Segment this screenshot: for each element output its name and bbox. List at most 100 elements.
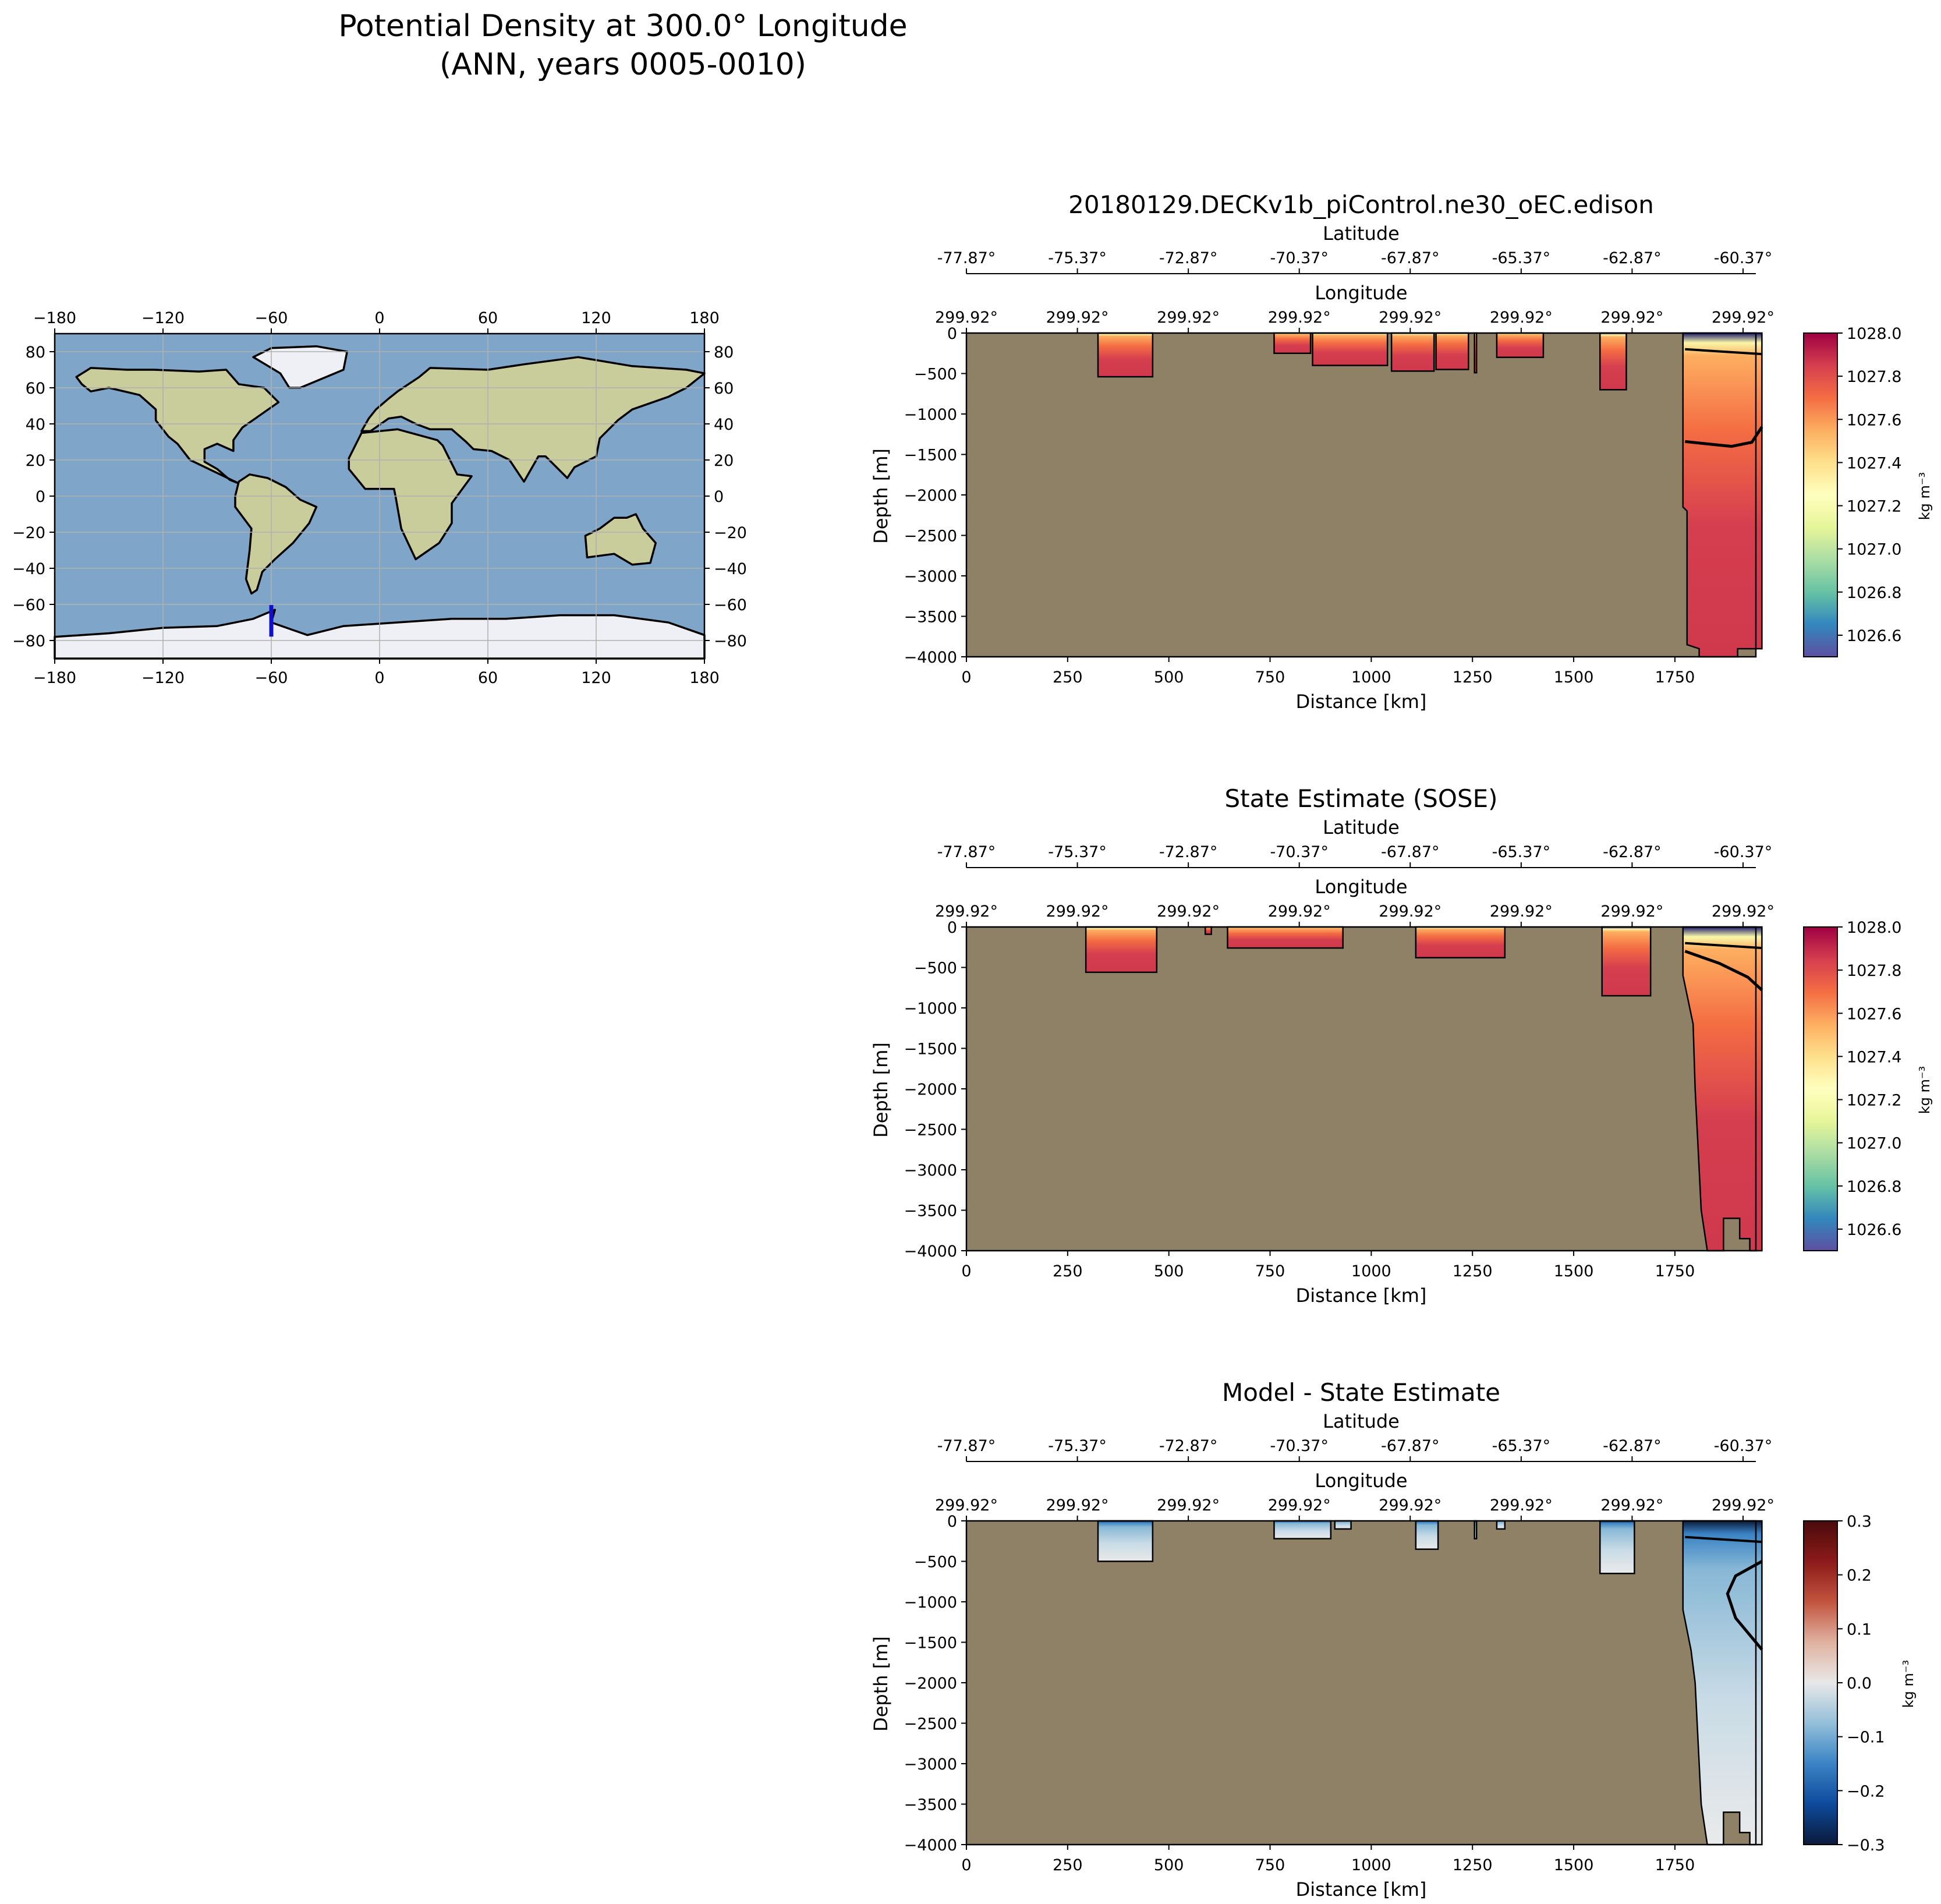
y-tick-label: 0 (947, 325, 957, 343)
map-bottom-tick: 0 (374, 669, 384, 687)
australia (584, 513, 657, 566)
map-right-tick: −40 (714, 560, 747, 578)
x-tick-label: 0 (961, 1262, 971, 1280)
map-top-tick: −120 (141, 309, 185, 327)
y-tick-label: −3000 (904, 568, 957, 586)
contour-line (1685, 348, 1762, 356)
x-tick-label: 250 (1053, 1856, 1083, 1874)
y-tick-label: −1500 (904, 1634, 957, 1652)
colorbar (1803, 926, 1838, 1251)
colorbar-label: kg m⁻³ (1917, 472, 1933, 520)
world-map: −180 −180 −120 −120 −60 −60 0 0 60 60 120 120 180 180… (12, 309, 747, 687)
colorbar-label: kg m⁻³ (1917, 1066, 1933, 1114)
map-right-tick: 60 (714, 380, 734, 398)
lat-tick-label: -60.37° (1714, 1437, 1773, 1455)
longitude-axis-label: Longitude (1315, 876, 1407, 898)
longitude-axis-label: Longitude (1315, 282, 1407, 304)
map-left-tick: 0 (36, 488, 45, 506)
map-bottom-tick: −60 (255, 669, 288, 687)
lon-tick-label: 299.92° (1268, 903, 1331, 921)
deep-water (1682, 1520, 1763, 1846)
y-tick-label: −1000 (904, 1594, 957, 1612)
x-tick-label: 1750 (1655, 668, 1695, 686)
x-tick-label: 1250 (1453, 1856, 1493, 1874)
map-left-tick: 40 (26, 416, 45, 434)
y-tick-label: −1500 (904, 1041, 957, 1059)
map-top-tick: 180 (689, 309, 720, 327)
panel-title: Model - State Estimate (1222, 1378, 1500, 1407)
water-column (1415, 926, 1506, 959)
north-america (75, 367, 280, 485)
panel-title: 20180129.DECKv1b_piControl.ne30_oEC.edis… (1068, 190, 1654, 219)
water-column (1599, 332, 1627, 391)
colorbar-tick-label: 1026.8 (1847, 584, 1901, 602)
lon-tick-label: 299.92° (1600, 1496, 1663, 1514)
sose-panel: State Estimate (SOSE) Latitude Longitude… (870, 784, 1933, 1307)
lon-tick-label: 299.92° (1046, 309, 1109, 327)
lat-tick-label: -62.87° (1603, 1437, 1662, 1455)
lon-tick-label: 299.92° (1490, 1496, 1553, 1514)
colorbar-tick-label: 1026.8 (1847, 1178, 1901, 1196)
map-left-tick: −80 (12, 632, 45, 650)
lat-tick-label: -67.87° (1381, 843, 1440, 861)
colorbar-tick-label: 1027.6 (1847, 1005, 1901, 1023)
colorbar-tick-label: 0.3 (1847, 1513, 1872, 1531)
y-tick-label: −3000 (904, 1756, 957, 1774)
deep-water (1682, 332, 1763, 658)
lon-tick-label: 299.92° (935, 309, 998, 327)
contour-line (1684, 950, 1763, 992)
seafloor-land (966, 1521, 1756, 1845)
map-bottom-tick: −180 (33, 669, 76, 687)
lat-tick-label: -65.37° (1492, 249, 1551, 267)
lat-tick-label: -77.87° (937, 1437, 996, 1455)
map-bottom-tick: 180 (689, 669, 720, 687)
lat-tick-label: -75.37° (1048, 1437, 1107, 1455)
lat-tick-label: -72.87° (1159, 843, 1218, 861)
x-tick-label: 1000 (1351, 1856, 1391, 1874)
water-column (1415, 1520, 1439, 1550)
lat-tick-label: -60.37° (1714, 249, 1773, 267)
y-tick-label: −3500 (904, 608, 957, 627)
map-top-tick: −60 (255, 309, 288, 327)
map-right-tick: −80 (714, 632, 747, 650)
colorbar-tick-label: 0.1 (1847, 1620, 1872, 1638)
x-tick-label: 1000 (1351, 1262, 1391, 1280)
deep-water (1682, 926, 1763, 1252)
map-bottom-tick: −120 (141, 669, 185, 687)
colorbar-tick-label: −0.2 (1847, 1782, 1885, 1800)
south-america (234, 473, 318, 595)
y-tick-label: −4000 (904, 1836, 957, 1855)
water-column (1474, 332, 1478, 374)
y-tick-label: 0 (947, 1513, 957, 1531)
y-tick-label: −2500 (904, 528, 957, 546)
colorbar-tick-label: 1027.4 (1847, 454, 1901, 472)
lat-tick-label: -75.37° (1048, 249, 1107, 267)
water-column (1601, 926, 1652, 997)
lon-tick-label: 299.92° (935, 1496, 998, 1514)
map-top-tick: 0 (374, 309, 384, 327)
water-column (1474, 1520, 1478, 1540)
y-tick-label: −4000 (904, 1243, 957, 1261)
y-tick-label: −500 (914, 960, 957, 978)
lat-tick-label: -62.87° (1603, 843, 1662, 861)
y-tick-label: −1000 (904, 406, 957, 424)
map-left-tick: 60 (26, 380, 45, 398)
colorbar-tick-label: −0.3 (1847, 1836, 1885, 1855)
lon-tick-label: 299.92° (935, 903, 998, 921)
map-left-tick: −20 (12, 524, 45, 542)
colorbar (1803, 1520, 1838, 1845)
lat-tick-label: -65.37° (1492, 1437, 1551, 1455)
colorbar-tick-label: 1027.6 (1847, 411, 1901, 429)
water-column (1097, 332, 1154, 378)
colorbar-tick-label: 1027.0 (1847, 1135, 1901, 1153)
colorbar (1803, 332, 1838, 657)
water-column (1599, 1520, 1635, 1574)
lat-tick-label: -70.37° (1270, 249, 1329, 267)
lat-tick-label: -77.87° (937, 249, 996, 267)
map-right-tick: 0 (714, 488, 724, 506)
water-column (1227, 926, 1344, 949)
map-left-tick: −60 (12, 596, 45, 614)
water-column (1334, 1520, 1352, 1530)
lat-tick-label: -70.37° (1270, 1437, 1329, 1455)
